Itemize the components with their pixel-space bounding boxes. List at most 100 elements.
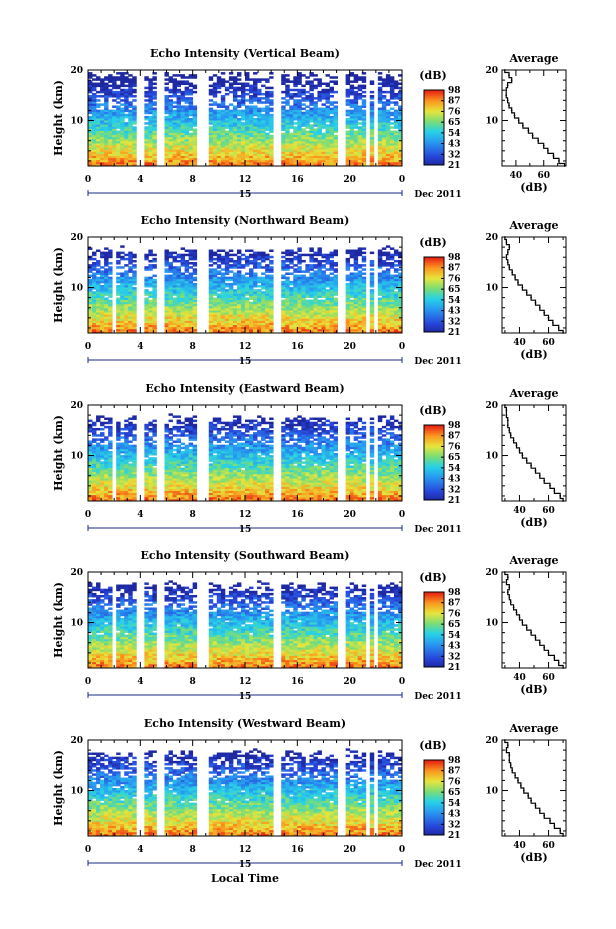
heatmap-cell — [224, 109, 230, 113]
heatmap-cell — [236, 143, 242, 146]
heatmap-cell — [397, 291, 403, 294]
heatmap-cell — [397, 124, 403, 127]
heatmap-cell — [236, 316, 242, 319]
heatmap-cell — [188, 122, 194, 125]
heatmap-cell — [236, 155, 242, 159]
profile-point — [510, 79, 513, 81]
heatmap-cell — [389, 143, 395, 146]
heatmap-cell — [313, 105, 318, 108]
heatmap-cell — [184, 128, 190, 131]
heatmap-cell — [261, 120, 266, 123]
heatmap-cell — [172, 147, 177, 150]
heatmap-cell — [96, 147, 101, 150]
heatmap-cell — [301, 136, 306, 140]
heatmap-cell — [381, 105, 387, 108]
heatmap-cell — [180, 155, 186, 159]
heatmap-cell — [128, 130, 133, 134]
heatmap-cell — [289, 307, 294, 311]
heatmap-cell — [92, 149, 97, 152]
heatmap-cell — [325, 82, 330, 86]
heatmap-cell — [397, 303, 403, 307]
heatmap-cell — [353, 143, 359, 146]
heatmap-cell — [128, 266, 133, 269]
heatmap-cell — [249, 324, 254, 328]
heatmap-cell — [92, 122, 97, 125]
profile-point — [537, 139, 540, 142]
heatmap-cell — [349, 318, 355, 321]
heatmap-cell — [240, 314, 246, 317]
heatmap-cell — [389, 326, 395, 330]
heatmap-cell — [152, 159, 157, 163]
heatmap-cell — [88, 155, 93, 159]
heatmap-cell — [216, 111, 222, 115]
heatmap-cell — [100, 278, 105, 282]
heatmap-cell — [357, 157, 363, 161]
heatmap-cell — [104, 145, 109, 148]
heatmap-cell — [128, 92, 133, 96]
heatmap-cell — [257, 266, 262, 269]
heatmap-cell — [253, 120, 258, 123]
heatmap-cell — [293, 299, 298, 303]
profile-point — [517, 119, 520, 122]
heatmap-cell — [269, 280, 274, 284]
heatmap-cell — [128, 132, 133, 136]
heatmap-cell — [148, 249, 153, 253]
heatmap-cell — [232, 95, 238, 98]
heatmap-cell — [240, 149, 246, 152]
heatmap-cell — [176, 289, 181, 292]
x-tick-label: 8 — [190, 175, 196, 185]
heatmap-cell — [329, 266, 334, 269]
heatmap-cell — [393, 270, 399, 273]
heatmap-cell — [208, 136, 214, 140]
heatmap-cell — [144, 322, 149, 326]
heatmap-cell — [180, 82, 186, 86]
heatmap-cell — [148, 122, 153, 125]
heatmap-cell — [92, 287, 97, 290]
heatmap-cell — [313, 161, 318, 165]
heatmap-cell — [381, 151, 387, 154]
heatmap-cell — [293, 111, 298, 115]
heatmap-cell — [321, 280, 326, 284]
colorbar-segment — [424, 330, 444, 333]
heatmap-cell — [92, 262, 97, 265]
heatmap-cell — [180, 130, 186, 134]
heatmap-cell — [96, 264, 101, 267]
heatmap-cell — [120, 289, 125, 292]
heatmap-cell — [220, 268, 226, 271]
heatmap-cell — [361, 316, 367, 319]
heatmap-cell — [361, 251, 367, 255]
colorbar-segment — [424, 95, 444, 98]
heatmap-cell — [325, 105, 330, 108]
heatmap-cell — [317, 285, 322, 288]
heatmap-cell — [128, 115, 133, 119]
heatmap-cell — [104, 88, 109, 92]
heatmap-cell — [285, 120, 290, 123]
heatmap-cell — [236, 324, 242, 328]
heatmap-cell — [305, 97, 310, 100]
heatmap-cell — [208, 126, 214, 129]
heatmap-cell — [104, 130, 109, 134]
heatmap-cell — [249, 149, 254, 152]
heatmap-cell — [240, 130, 246, 134]
heatmap-cell — [228, 128, 234, 131]
heatmap-cell — [92, 115, 97, 119]
heatmap-cell — [381, 153, 387, 156]
heatmap-cell — [245, 287, 250, 290]
profile-point — [505, 94, 508, 97]
heatmap-cell — [349, 314, 355, 317]
heatmap-cell — [297, 120, 302, 123]
heatmap-cell — [281, 262, 286, 265]
heatmap-cell — [353, 299, 359, 303]
heatmap-cell — [236, 310, 242, 313]
heatmap-cell — [148, 328, 153, 332]
heatmap-cell — [289, 318, 294, 321]
heatmap-cell — [333, 328, 338, 332]
heatmap-cell — [297, 307, 302, 311]
heatmap-cell — [385, 310, 391, 313]
heatmap-cell — [208, 301, 214, 305]
heatmap-cell — [152, 297, 157, 301]
heatmap-cell — [297, 259, 302, 263]
colorbar-segment — [424, 99, 444, 102]
heatmap-cell — [192, 287, 198, 290]
heatmap-cell — [261, 130, 266, 134]
